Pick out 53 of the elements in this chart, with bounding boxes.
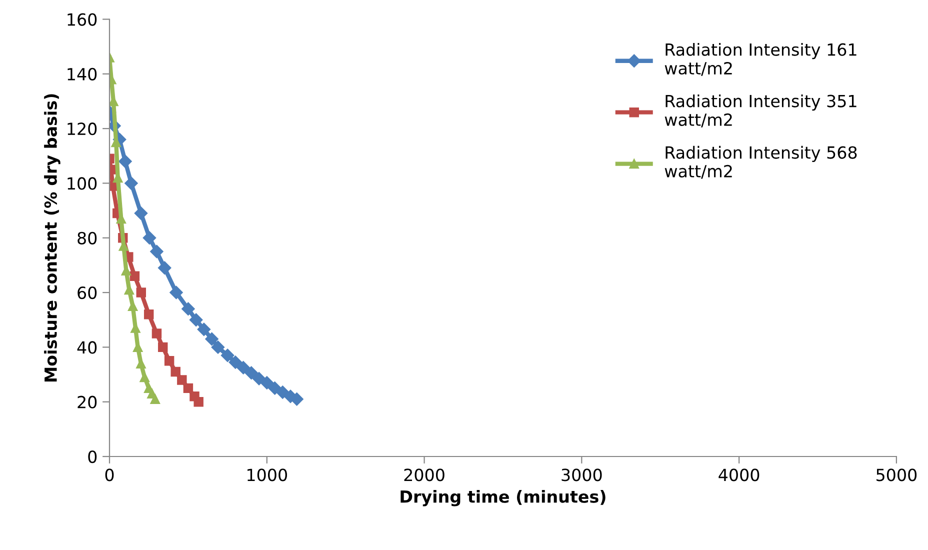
- point: [189, 313, 203, 326]
- point: [158, 261, 172, 275]
- point: [118, 154, 132, 168]
- y-tick-label: 160: [68, 13, 97, 26]
- point: [140, 372, 150, 382]
- y-tick-label: 80: [78, 232, 97, 244]
- point: [182, 302, 195, 316]
- y-tick-label: 40: [77, 341, 97, 354]
- point: [130, 271, 140, 281]
- point: [150, 244, 164, 258]
- point: [144, 310, 154, 320]
- point: [260, 376, 274, 390]
- point: [205, 332, 218, 346]
- point: [136, 288, 146, 298]
- point: [164, 356, 174, 366]
- y-tick-label: 100: [68, 177, 97, 190]
- y-tick-label: 60: [78, 286, 97, 300]
- x-tick-label: 3000: [562, 468, 602, 482]
- y-axis-title: Moisture content (% dry basis): [44, 94, 60, 382]
- x-tick-label: 1000: [248, 468, 287, 482]
- point: [177, 375, 187, 385]
- point: [244, 366, 258, 380]
- y-tick-label: 120: [68, 122, 97, 136]
- x-tick-label: 4000: [718, 468, 760, 482]
- y-tick-label: 140: [68, 68, 97, 80]
- point: [197, 322, 211, 336]
- point: [220, 348, 234, 362]
- point: [170, 366, 180, 377]
- legend-label: Radiation Intensity 161 watt/m2: [664, 42, 856, 76]
- legend-label: Radiation Intensity 568 watt/m2: [664, 146, 857, 179]
- y-tick-label: 0: [88, 450, 97, 464]
- x-axis-title: Drying time (minutes): [400, 490, 606, 506]
- y-tick-label: 20: [78, 396, 97, 408]
- point: [170, 286, 183, 300]
- point: [134, 206, 148, 220]
- point: [268, 382, 282, 395]
- point: [290, 392, 304, 406]
- legend-label: Radiation Intensity 351 watt/m2: [664, 94, 856, 128]
- point: [150, 394, 160, 404]
- x-tick-label: 0: [105, 468, 114, 482]
- point: [276, 386, 290, 399]
- point: [252, 372, 266, 386]
- point: [194, 396, 204, 407]
- point: [158, 342, 168, 352]
- point: [228, 356, 242, 369]
- point: [152, 328, 162, 338]
- x-tick-label: 5000: [876, 468, 917, 482]
- point: [124, 176, 138, 190]
- point: [183, 383, 194, 394]
- point: [142, 231, 156, 244]
- point: [236, 361, 250, 374]
- x-tick-label: 2000: [404, 468, 444, 482]
- point: [211, 340, 225, 354]
